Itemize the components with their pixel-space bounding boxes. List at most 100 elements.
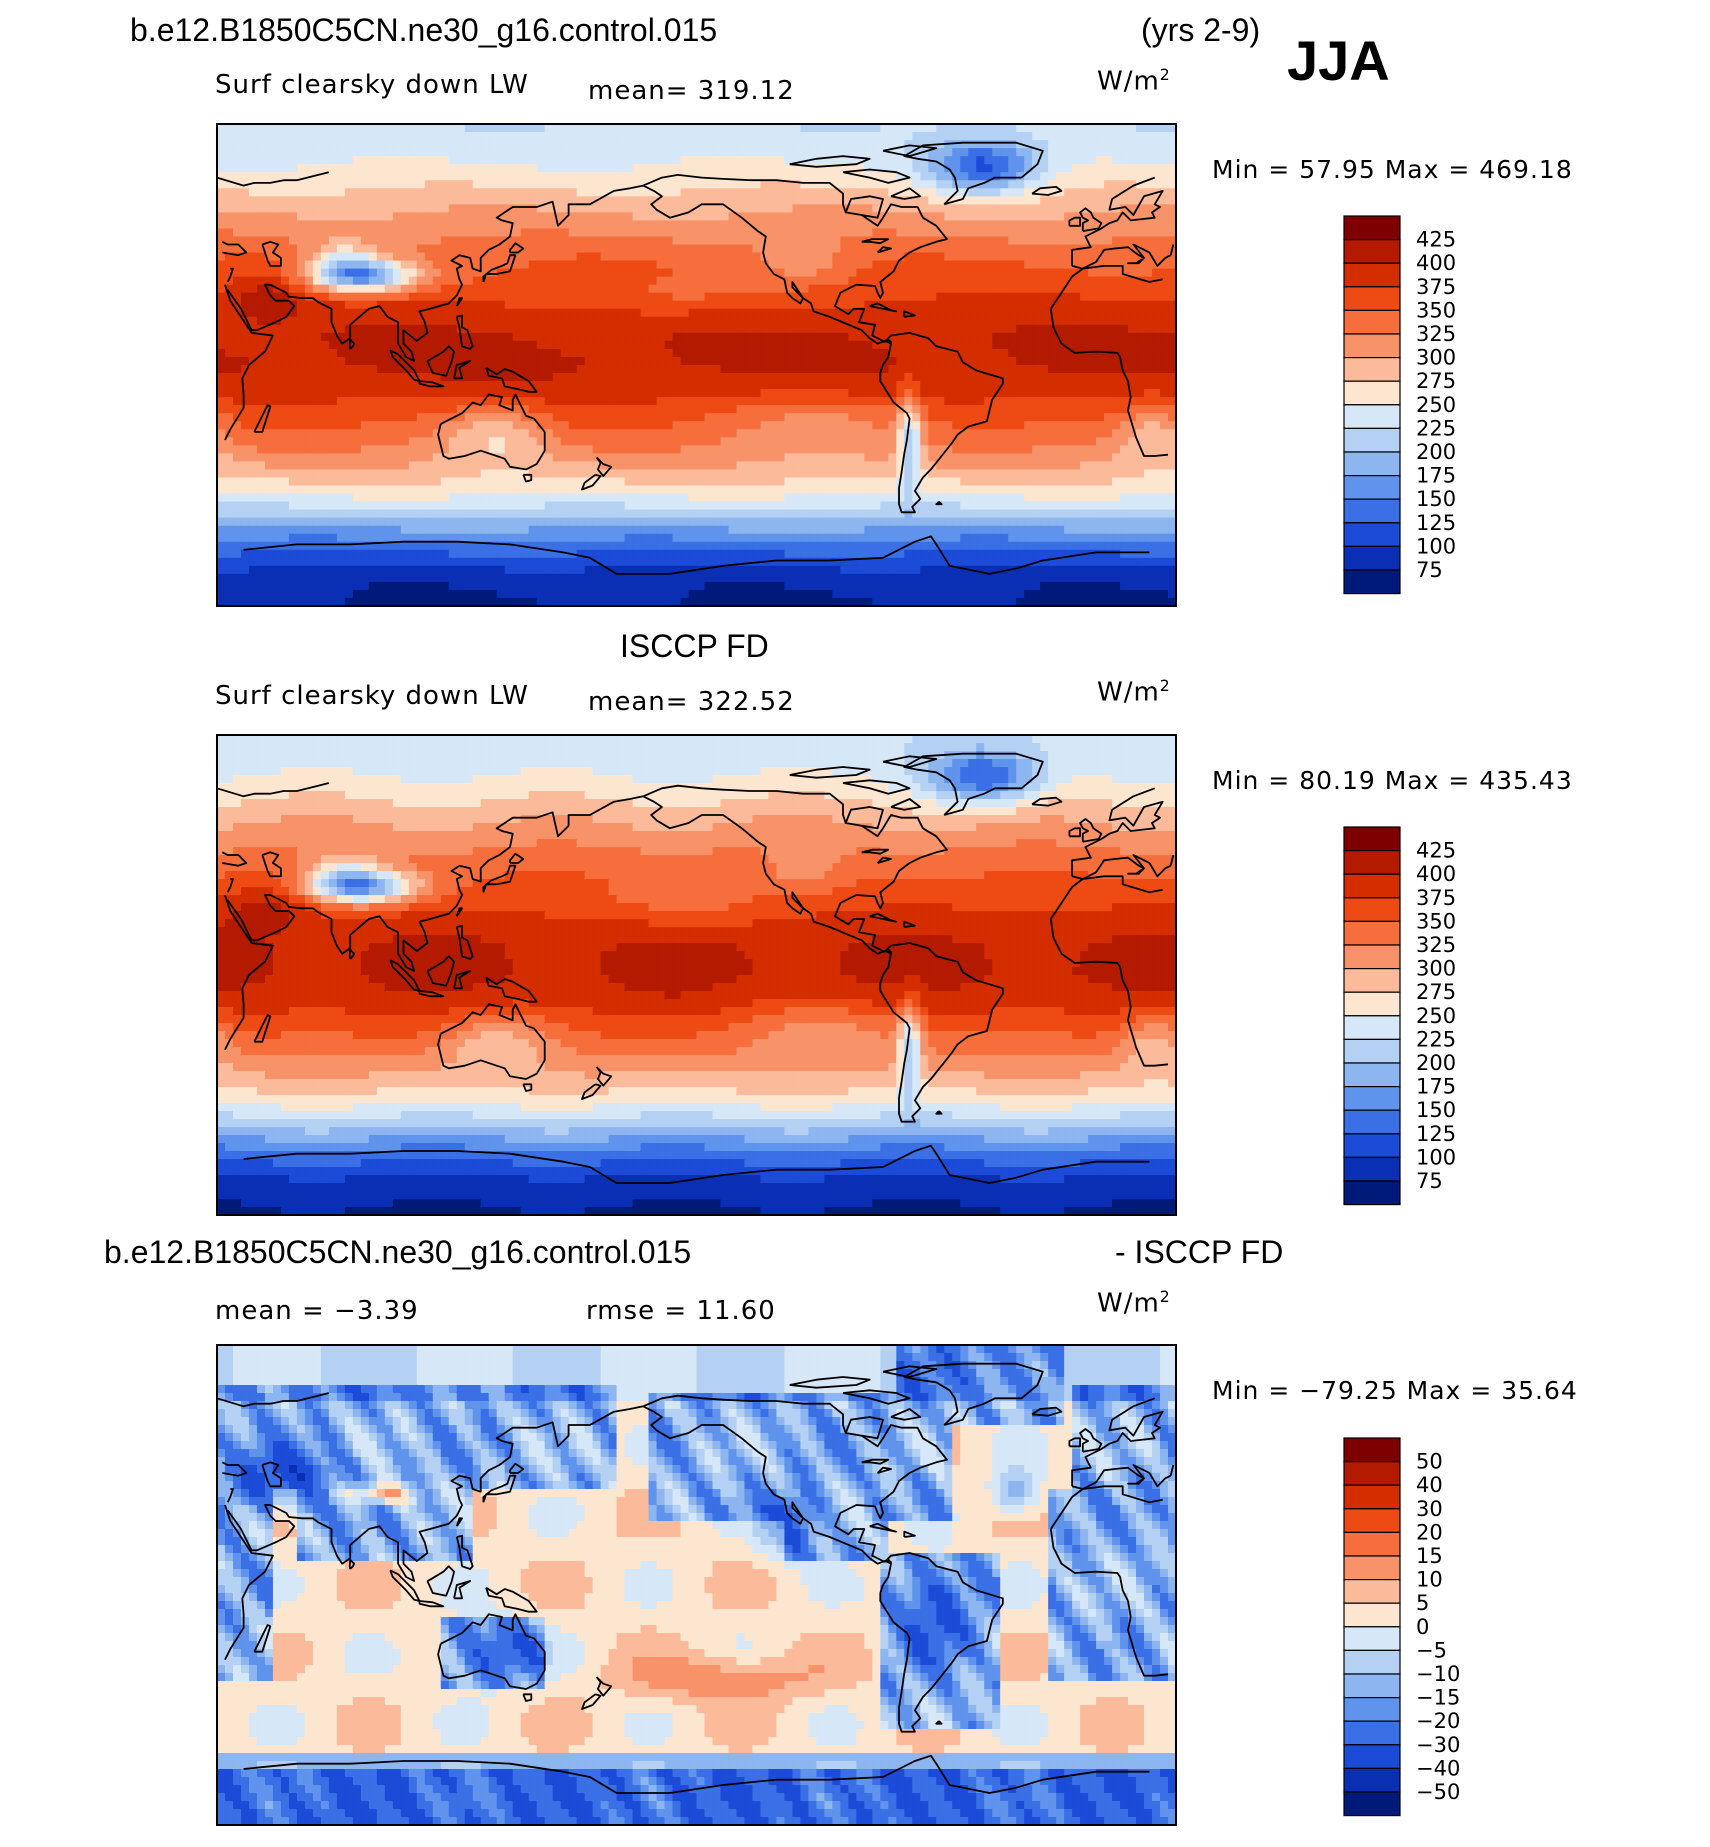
panel1-grid-cell <box>752 140 762 149</box>
panel1-grid-cell <box>920 373 929 382</box>
panel1-grid-cell <box>217 324 226 334</box>
panel1-grid-cell <box>1048 148 1057 157</box>
panel1-grid-cell <box>688 324 698 334</box>
panel1-grid-cell <box>456 188 466 197</box>
panel1-grid-cell <box>432 373 442 382</box>
panel1-grid-cell <box>824 196 833 205</box>
panel1-grid-cell <box>240 445 250 454</box>
panel1-grid-cell <box>1096 132 1105 141</box>
panel1-grid-cell <box>384 437 394 446</box>
panel1-grid-cell <box>240 172 250 181</box>
panel1-grid-cell <box>520 204 530 213</box>
panel1-grid-cell <box>712 268 722 278</box>
panel1-grid-cell <box>288 348 298 358</box>
panel1-grid-cell <box>648 437 658 446</box>
panel1-grid-cell <box>368 252 378 262</box>
panel1-grid-cell <box>920 348 929 358</box>
panel1-grid-cell <box>520 228 530 238</box>
panel1-grid-cell <box>336 429 346 438</box>
panel1-grid-cell <box>984 228 993 238</box>
panel1-grid-cell <box>400 188 410 197</box>
panel1-grid-cell <box>360 180 370 189</box>
panel1-grid-cell <box>1040 397 1049 406</box>
panel1-grid-cell <box>680 381 690 390</box>
panel1-grid-cell <box>472 324 482 334</box>
panel1-grid-cell <box>536 244 546 254</box>
panel1-grid-cell <box>688 196 698 205</box>
panel1-grid-cell <box>880 348 889 358</box>
panel1-grid-cell <box>888 180 897 189</box>
panel1-grid-cell <box>1144 340 1153 350</box>
panel1-grid-cell <box>624 220 634 230</box>
panel1-grid-cell <box>416 212 426 221</box>
panel1-grid-cell <box>1080 421 1089 430</box>
panel1-grid-cell <box>272 228 282 238</box>
panel1-grid-cell <box>904 204 913 213</box>
panel1-grid-cell <box>800 284 809 294</box>
panel1-grid-cell <box>232 156 242 165</box>
panel1-grid-cell <box>1064 413 1073 422</box>
panel1-grid-cell <box>616 188 626 197</box>
panel1-grid-cell <box>776 260 786 270</box>
panel1-grid-cell <box>592 397 602 406</box>
panel1-grid-cell <box>824 340 833 350</box>
panel1-grid-cell <box>240 381 250 390</box>
panel1-grid-cell <box>384 324 394 334</box>
panel1-grid-cell <box>296 228 306 238</box>
panel1-grid-cell <box>360 188 370 197</box>
panel1-grid-cell <box>952 172 961 181</box>
panel1-grid-cell <box>968 365 977 374</box>
panel1-grid-cell <box>248 316 258 326</box>
panel1-grid-cell <box>304 124 314 133</box>
panel1-grid-cell <box>696 188 706 197</box>
panel1-grid-cell <box>800 236 809 246</box>
panel1-grid-cell <box>1000 308 1009 318</box>
panel1-grid-cell <box>1136 413 1145 422</box>
panel1-grid-cell <box>656 437 666 446</box>
panel1-grid-cell <box>440 413 450 422</box>
panel1-grid-cell <box>688 252 698 262</box>
panel1-grid-cell <box>1040 308 1049 318</box>
panel1-grid-cell <box>1168 397 1177 406</box>
panel1-grid-cell <box>1000 260 1009 270</box>
panel1-grid-cell <box>272 389 282 398</box>
panel1-grid-cell <box>840 156 849 165</box>
panel1-grid-cell <box>432 228 442 238</box>
panel1-grid-cell <box>728 405 738 414</box>
panel1-grid-cell <box>760 340 770 350</box>
panel1-grid-cell <box>808 148 817 157</box>
panel1-grid-cell <box>688 212 698 221</box>
panel1-grid-cell <box>824 300 833 310</box>
panel1-grid-cell <box>1144 300 1153 310</box>
panel1-grid-cell <box>1024 365 1033 374</box>
panel1-grid-cell <box>696 244 706 254</box>
panel1-grid-cell <box>1056 300 1065 310</box>
panel1-grid-cell <box>328 180 338 189</box>
panel1-grid-cell <box>448 316 458 326</box>
panel1-grid-cell <box>1104 196 1113 205</box>
panel1-grid-cell <box>352 445 362 454</box>
panel1-grid-cell <box>768 340 778 350</box>
panel1-grid-cell <box>1064 236 1073 246</box>
panel1-grid-cell <box>504 180 514 189</box>
panel1-grid-cell <box>1032 397 1041 406</box>
panel1-grid-cell <box>1088 172 1097 181</box>
panel1-grid-cell <box>776 236 786 246</box>
panel1-grid-cell <box>360 220 370 230</box>
panel1-grid-cell <box>632 340 642 350</box>
panel1-grid-cell <box>792 332 801 342</box>
panel1-grid-cell <box>584 172 594 181</box>
panel1-grid-cell <box>248 220 258 230</box>
panel1-grid-cell <box>656 236 666 246</box>
panel1-grid-cell <box>832 276 841 286</box>
panel1-grid-cell <box>480 220 490 230</box>
panel1-grid-cell <box>616 148 626 157</box>
panel1-grid-cell <box>400 324 410 334</box>
panel1-grid-cell <box>744 260 754 270</box>
panel1-grid-cell <box>728 340 738 350</box>
panel1-grid-cell <box>952 124 961 133</box>
panel1-grid-cell <box>704 308 714 318</box>
panel1-grid-cell <box>768 252 778 262</box>
panel1-grid-cell <box>696 132 706 141</box>
panel1-grid-cell <box>296 180 306 189</box>
